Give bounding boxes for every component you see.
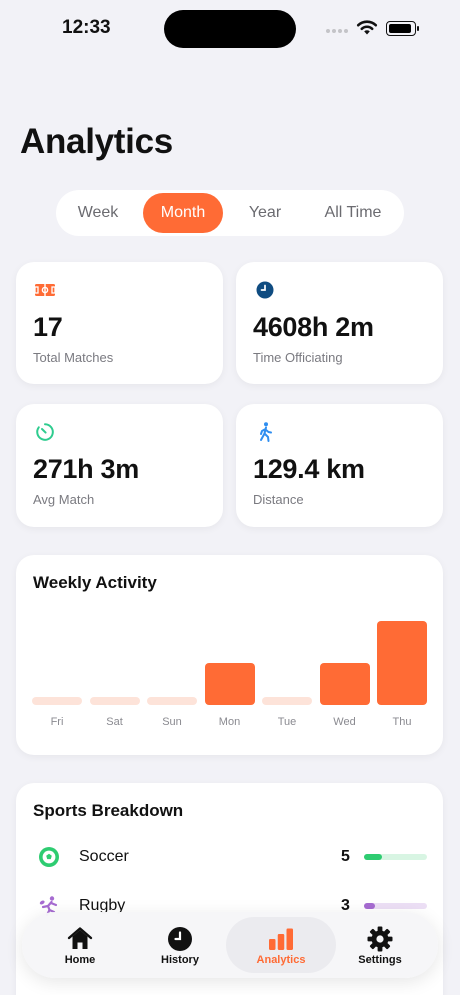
activity-bar-wed	[319, 663, 370, 705]
sport-progress-fill	[364, 854, 383, 860]
walking-icon	[260, 422, 272, 442]
status-time: 12:33	[62, 17, 111, 38]
wifi-icon	[356, 20, 378, 35]
stat-value: 4608h 2m	[253, 312, 374, 342]
battery-icon	[386, 21, 419, 36]
period-week[interactable]: Week	[77, 204, 119, 221]
sport-row-soccer[interactable]: Soccer 5	[16, 842, 444, 872]
sport-progress-fill	[364, 903, 376, 909]
dynamic-island	[164, 10, 296, 48]
sport-count: 5	[341, 848, 350, 865]
field-icon	[34, 284, 56, 296]
stat-card-time-officiating[interactable]: 4608h 2m Time Officiating	[236, 262, 443, 384]
gear-icon	[367, 926, 393, 952]
activity-day-label: Tue	[277, 716, 297, 728]
stat-card-distance[interactable]: 129.4 km Distance	[236, 404, 443, 527]
tab-label: Settings	[358, 954, 402, 966]
stat-label: Avg Match	[33, 492, 95, 507]
tab-settings[interactable]: Settings	[328, 917, 432, 973]
timer-icon	[36, 423, 54, 441]
sport-progress-track	[364, 854, 427, 860]
tab-label: Analytics	[256, 954, 306, 966]
activity-day-label: Wed	[333, 716, 356, 728]
sport-progress-track	[364, 903, 427, 909]
sport-row-rugby[interactable]: Rugby 3	[16, 891, 444, 921]
activity-bar-sat	[89, 697, 140, 705]
stat-card-total-matches[interactable]: 17 Total Matches	[16, 262, 223, 384]
tab-label: Home	[64, 954, 96, 966]
activity-bar-sun	[147, 697, 197, 705]
sport-name: Rugby	[79, 897, 126, 914]
stat-value: 17	[33, 312, 63, 342]
weekly-activity-title: Weekly Activity	[33, 573, 157, 592]
period-year[interactable]: Year	[248, 204, 282, 221]
period-month[interactable]: Month	[143, 193, 223, 233]
cellular-signal-icon	[326, 29, 348, 33]
activity-bar-fri	[32, 697, 82, 705]
tab-bar: Home History Analytics	[22, 912, 438, 978]
clock-icon	[168, 927, 192, 951]
activity-day-label: Sun	[162, 716, 182, 728]
stat-label: Total Matches	[33, 350, 114, 365]
period-selector: Week Month Year All Time	[56, 190, 404, 236]
stat-label: Time Officiating	[253, 350, 343, 365]
activity-day-label: Fri	[50, 716, 64, 728]
weekly-activity-card: Weekly Activity Fri Sat Sun Mon Tue Wed Thu	[16, 555, 443, 755]
tab-home[interactable]: Home	[28, 917, 132, 973]
sports-breakdown-title: Sports Breakdown	[33, 801, 184, 820]
period-all-time[interactable]: All Time	[324, 204, 382, 221]
rugby-player-icon	[39, 896, 58, 917]
activity-bar-thu	[377, 621, 427, 705]
soccer-ball-icon	[39, 847, 59, 867]
activity-bar-mon	[204, 663, 255, 705]
tab-analytics[interactable]: Analytics	[226, 917, 336, 973]
bar-chart-icon	[269, 928, 293, 950]
activity-day-label: Mon	[218, 716, 241, 728]
sport-name: Soccer	[79, 848, 129, 865]
activity-bar-tue	[262, 697, 312, 705]
tab-label: History	[161, 954, 199, 966]
clock-icon	[256, 281, 274, 299]
stat-value: 271h 3m	[33, 454, 139, 484]
tab-history[interactable]: History	[128, 917, 232, 973]
stat-label: Distance	[253, 492, 304, 507]
page-title: Analytics	[20, 122, 173, 161]
house-icon	[67, 927, 93, 949]
activity-day-label: Thu	[392, 716, 412, 728]
stat-value: 129.4 km	[253, 454, 365, 484]
status-bar: 12:33	[0, 0, 460, 60]
activity-day-label: Sat	[106, 716, 123, 728]
sport-count: 3	[341, 897, 350, 914]
stat-card-avg-match[interactable]: 271h 3m Avg Match	[16, 404, 223, 527]
